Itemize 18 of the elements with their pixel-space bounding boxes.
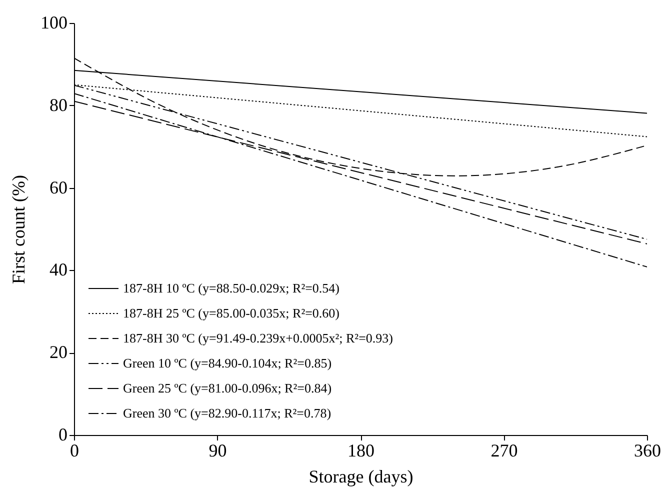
legend-label: 187-8H 25 ºC (y=85.00-0.035x; R²=0.60)	[123, 306, 340, 320]
y-tick-label: 60	[50, 177, 68, 198]
y-tick-label: 80	[50, 94, 68, 115]
y-tick-label: 20	[50, 342, 68, 362]
y-axis-title: First count (%)	[8, 175, 28, 284]
x-tick-label: 180	[348, 440, 374, 460]
y-tick-label: 40	[50, 260, 68, 280]
x-axis-title: Storage (days)	[308, 466, 414, 486]
legend-label: 187-8H 30 ºC (y=91.49-0.239x+0.0005x²; R²=0.93)	[123, 330, 393, 346]
x-tick-label: 270	[490, 440, 518, 460]
legend-label: Green 10 ºC (y=84.90-0.104x; R²=0.85)	[123, 356, 332, 370]
x-tick-label: 90	[208, 440, 227, 460]
legend-label: Green 30 ºC (y=82.90-0.117x; R²=0.78)	[123, 406, 332, 420]
legend-label: Green 25 ºC (y=81.00-0.096x; R²=0.84)	[123, 380, 332, 396]
legend-label: 187-8H 10 ºC (y=88.50-0.029x; R²=0.54)	[123, 280, 340, 296]
y-tick-label: 0	[58, 424, 68, 444]
y-tick-label: 100	[40, 12, 68, 32]
x-tick-label: 360	[634, 440, 661, 460]
